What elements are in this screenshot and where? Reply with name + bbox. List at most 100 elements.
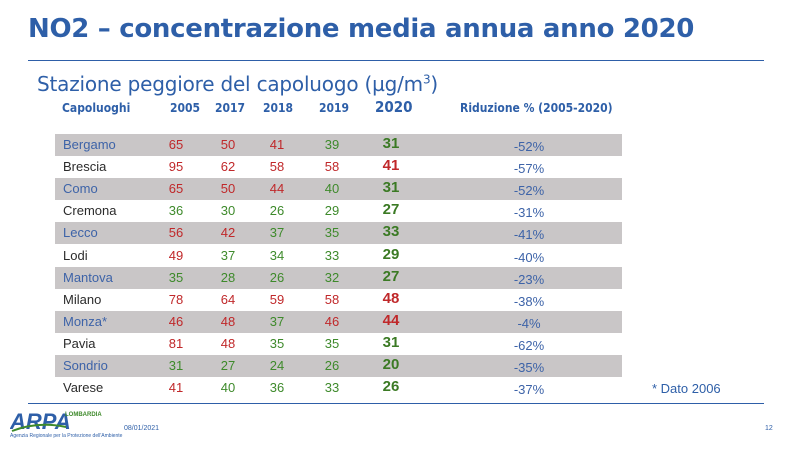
header-2005: 2005 <box>170 101 201 115</box>
cell-reduction: -40% <box>513 249 545 265</box>
table-row: Bergamo 65 50 41 39 31 -52% <box>55 134 622 156</box>
table-row: Pavia 81 48 35 35 31 -62% <box>55 333 622 355</box>
cell-2019: 33 <box>324 380 340 396</box>
cell-2019: 39 <box>324 137 340 152</box>
header-city: Capoluoghi <box>62 101 131 115</box>
cell-2018: 34 <box>269 247 285 263</box>
cell-city: Cremona <box>63 203 117 219</box>
header-2019: 2019 <box>319 101 350 115</box>
slide-date: 08/01/2021 <box>124 425 160 432</box>
title-divider <box>28 60 764 61</box>
cell-2020: 27 <box>382 267 400 285</box>
subtitle-text: Stazione peggiore del capoluogo (µg/m <box>37 72 423 96</box>
cell-reduction: -4% <box>517 315 541 331</box>
cell-city: Mantova <box>63 269 113 285</box>
cell-2018: 24 <box>269 358 285 373</box>
subtitle-superscript: 3 <box>422 72 431 87</box>
cell-2017: 62 <box>220 159 236 175</box>
cell-2020: 31 <box>382 333 400 351</box>
cell-2018: 37 <box>269 225 285 241</box>
table-row: Sondrio 31 27 24 26 20 -35% <box>55 355 622 377</box>
cell-2005: 35 <box>168 269 184 285</box>
cell-reduction: -23% <box>513 271 545 287</box>
cell-reduction: -35% <box>513 360 545 375</box>
cell-city: Bergamo <box>63 137 116 152</box>
cell-city: Sondrio <box>63 358 108 373</box>
table-row: Brescia 95 62 58 58 41 -57% <box>55 156 622 178</box>
svg-text:ARPA: ARPA <box>10 409 71 434</box>
cell-city: Pavia <box>63 335 96 351</box>
cell-2005: 78 <box>168 291 184 307</box>
cell-2005: 41 <box>168 380 184 396</box>
cell-2020: 31 <box>382 179 400 197</box>
cell-2020: 31 <box>382 135 400 152</box>
cell-2017: 48 <box>220 335 236 351</box>
cell-2020: 41 <box>382 157 400 175</box>
cell-city: Milano <box>63 291 102 307</box>
cell-2020: 27 <box>382 201 400 219</box>
cell-2019: 33 <box>324 247 340 263</box>
cell-reduction: -41% <box>513 227 545 243</box>
cell-2018: 26 <box>269 269 285 285</box>
cell-city: Como <box>63 181 98 197</box>
cell-reduction: -52% <box>513 183 545 199</box>
cell-2018: 26 <box>269 203 285 219</box>
cell-city: Lecco <box>63 225 98 241</box>
footer-divider <box>28 403 764 404</box>
cell-2019: 40 <box>324 181 340 197</box>
table-row: Como 65 50 44 40 31 -52% <box>55 178 622 201</box>
table-row: Lecco 56 42 37 35 33 -41% <box>55 222 622 245</box>
footnote: * Dato 2006 <box>652 381 721 396</box>
table-row: Cremona 36 30 26 29 27 -31% <box>55 200 622 222</box>
cell-2020: 44 <box>382 311 400 329</box>
cell-2019: 58 <box>324 291 340 307</box>
cell-2005: 36 <box>168 203 184 219</box>
header-2018: 2018 <box>263 101 294 115</box>
logo-caption: Agenzia Regionale per la Protezione dell… <box>10 433 123 439</box>
cell-2005: 46 <box>168 313 184 329</box>
cell-2017: 40 <box>220 380 236 396</box>
table-row: Monza* 46 48 37 46 44 -4% <box>55 310 622 333</box>
cell-2019: 58 <box>324 159 340 175</box>
cell-2018: 37 <box>269 313 285 329</box>
cell-reduction: -37% <box>513 382 545 398</box>
cell-2019: 35 <box>324 335 340 351</box>
cell-2005: 56 <box>168 225 184 241</box>
page-number: 12 <box>765 425 773 432</box>
cell-reduction: -52% <box>513 139 545 154</box>
cell-2017: 50 <box>220 137 236 152</box>
cell-2020: 20 <box>382 356 400 373</box>
cell-2018: 41 <box>269 137 285 152</box>
cell-2017: 28 <box>220 269 236 285</box>
cell-2005: 65 <box>168 181 184 197</box>
cell-2020: 26 <box>382 378 400 396</box>
cell-city: Brescia <box>63 159 107 175</box>
cell-2020: 48 <box>382 289 400 307</box>
cell-2005: 31 <box>168 358 184 373</box>
header-reduction: Riduzione % (2005-2020) <box>460 101 613 115</box>
slide-title: NO2 – concentrazione media annua anno 20… <box>28 14 695 44</box>
cell-2020: 29 <box>382 245 400 263</box>
cell-reduction: -62% <box>513 337 545 353</box>
slide-subtitle: Stazione peggiore del capoluogo (µg/m3) <box>37 72 438 96</box>
cell-2020: 33 <box>382 223 400 241</box>
cell-reduction: -38% <box>513 293 545 309</box>
cell-2005: 49 <box>168 247 184 263</box>
cell-2017: 64 <box>220 291 236 307</box>
cell-2018: 44 <box>269 181 285 197</box>
cell-2019: 29 <box>324 203 340 219</box>
header-2020: 2020 <box>375 98 413 116</box>
cell-2017: 37 <box>220 247 236 263</box>
cell-2017: 27 <box>220 358 236 373</box>
table-row: Milano 78 64 59 58 48 -38% <box>55 289 622 311</box>
subtitle-end: ) <box>430 72 438 96</box>
logo-region: LOMBARDIA <box>65 412 102 418</box>
table-row: Lodi 49 37 34 33 29 -40% <box>55 245 622 267</box>
table-row: Varese 41 40 36 33 26 -37% <box>55 377 622 399</box>
cell-city: Varese <box>63 380 104 396</box>
cell-2018: 35 <box>269 335 285 351</box>
cell-reduction: -31% <box>513 205 545 221</box>
cell-2005: 65 <box>168 137 184 152</box>
cell-2017: 42 <box>220 225 236 241</box>
cell-2017: 48 <box>220 313 236 329</box>
